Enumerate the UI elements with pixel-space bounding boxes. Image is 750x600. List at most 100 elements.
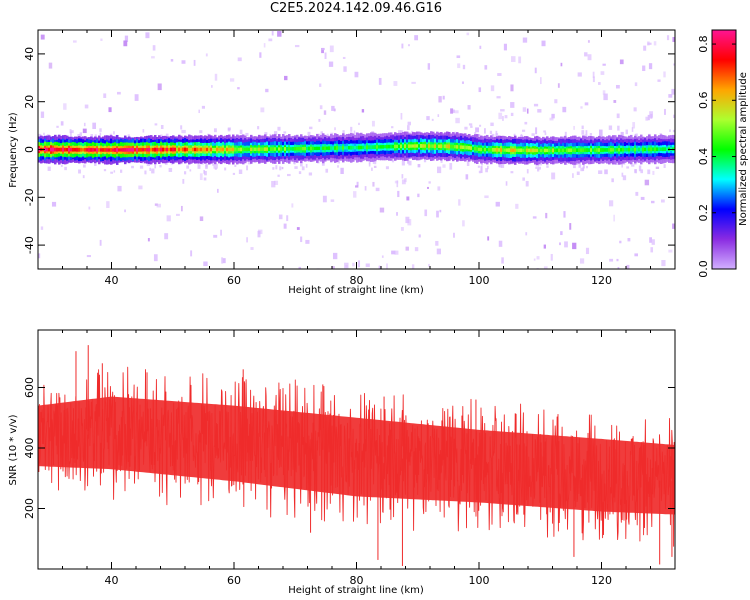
spectrogram-band-slice [82,148,85,152]
spectrogram-speckle-mark [437,186,441,191]
spectrogram-x-tick-label: 40 [105,274,119,287]
spectrogram-band-slice [308,146,311,151]
spectrogram-x-tick-label: 120 [591,274,612,287]
spectrogram-band-slice [552,148,555,153]
spectrogram-speckle-mark [222,258,226,264]
spectrogram-speckle-mark [586,165,588,169]
spectrogram-speckle-mark [557,83,560,88]
spectrogram-band-slice [54,147,57,152]
spectrogram-band-slice [548,148,551,153]
spectrogram-band-slice [212,147,215,152]
spectrogram-speckle-mark [160,134,163,138]
spectrogram-band-slice [504,148,507,152]
spectrogram-band-slice [236,147,239,152]
snr-x-axis-label: Height of straight line (km) [288,585,424,596]
spectrogram-band-slice [74,147,77,152]
spectrogram-speckle-mark [117,185,122,192]
spectrogram-band-slice [540,148,543,153]
spectrogram-speckle-mark [337,165,339,168]
spectrogram-band-slice [546,148,549,153]
spectrogram-band-slice [156,147,159,152]
spectrogram-speckle-mark [190,250,193,257]
spectrogram-speckle-mark [378,265,381,269]
spectrogram-speckle-mark [576,162,579,165]
spectrogram-band-slice [52,147,55,152]
spectrogram-speckle-mark [615,162,618,165]
spectrogram-speckle-mark [554,99,558,104]
spectrogram-band-slice [560,148,563,153]
spectrogram-band-slice [272,147,275,151]
spectrogram-speckle-mark [86,255,91,258]
spectrogram-band-slice [312,146,315,151]
spectrogram-band-slice [226,147,229,152]
spectrogram-band-slice [70,148,73,152]
spectrogram-band-slice [270,147,273,151]
spectrogram-band-slice [136,148,139,152]
spectrogram-band-slice [108,148,111,152]
spectrogram-speckle-mark [110,171,114,174]
spectrogram-speckle-mark [291,203,294,208]
spectrogram-speckle-mark [478,87,482,93]
spectrogram-band-slice [566,148,569,153]
spectrogram-speckle-mark [487,236,490,241]
spectrogram-speckle-mark [608,125,613,130]
spectrogram-speckle-mark [462,64,466,70]
spectrogram-speckle-mark [518,56,522,64]
colorbar-tick-label: 0.2 [697,204,710,222]
spectrogram-speckle-mark [500,109,505,112]
spectrogram-band-slice [246,147,249,152]
spectrogram-speckle-mark [214,73,218,81]
snr-y-axis-label: SNR (10 * v/v) [8,414,19,485]
spectrogram-speckle-mark [151,168,155,174]
spectrogram-speckle-mark [142,129,145,133]
spectrogram-band-slice [266,147,269,151]
spectrogram-band-slice [616,148,619,152]
spectrogram-speckle-mark [134,94,139,101]
spectrogram-band-slice [532,148,535,153]
spectrogram-speckle-mark [275,165,278,170]
spectrogram-speckle-mark [109,133,113,137]
spectrogram-speckle-mark [466,160,470,166]
spectrogram-speckle-mark [127,134,130,138]
spectrogram-band-slice [164,147,167,152]
spectrogram-band-slice [636,147,639,152]
spectrogram-speckle-mark [640,169,644,174]
spectrogram-speckle-mark [576,171,580,175]
spectrogram-speckle-mark [246,237,248,243]
spectrogram-speckle-mark [70,130,74,134]
spectrogram-speckle-mark [203,261,208,267]
spectrogram-speckle-mark [573,163,576,169]
spectrogram-speckle-mark [458,199,461,206]
spectrogram-band-slice [594,148,597,152]
spectrogram-band-slice [434,144,437,149]
spectrogram-speckle-mark [584,52,588,57]
spectrogram-speckle-mark [321,162,325,166]
spectrogram-speckle-mark [531,133,535,136]
spectrogram-band-slice [448,144,451,149]
spectrogram-speckle-mark [103,93,107,98]
spectrogram-speckle-mark [584,102,589,106]
spectrogram-speckle-mark [431,118,434,121]
spectrogram-speckle-mark [621,163,623,168]
spectrogram-speckle-mark [672,37,675,42]
spectrogram-band-slice [324,146,327,150]
spectrogram-axes: 40 60 80 100 120 -40 -20 0 20 40 [23,29,676,287]
spectrogram-speckle-mark [620,131,624,136]
snr-y-tick-label: 600 [23,377,36,398]
spectrogram-band-slice [612,148,615,152]
spectrogram-band-slice [634,147,637,152]
spectrogram-speckle-mark [180,125,183,130]
spectrogram-speckle-mark [396,180,399,188]
spectrogram-x-tick-label: 60 [227,274,241,287]
spectrogram-speckle-mark [203,177,207,181]
spectrogram-speckle-mark [205,53,208,57]
spectrogram-band-slice [60,147,63,152]
spectrogram-band-slice [530,148,533,153]
spectrogram-speckle-mark [626,166,630,169]
spectrogram-speckle-mark [278,214,283,220]
spectrogram-band-slice [174,147,177,152]
spectrogram-speckle-mark [373,165,377,168]
spectrogram-band-slice [180,147,183,152]
spectrogram-speckle-mark [672,129,675,133]
spectrogram-speckle-mark [333,108,336,112]
